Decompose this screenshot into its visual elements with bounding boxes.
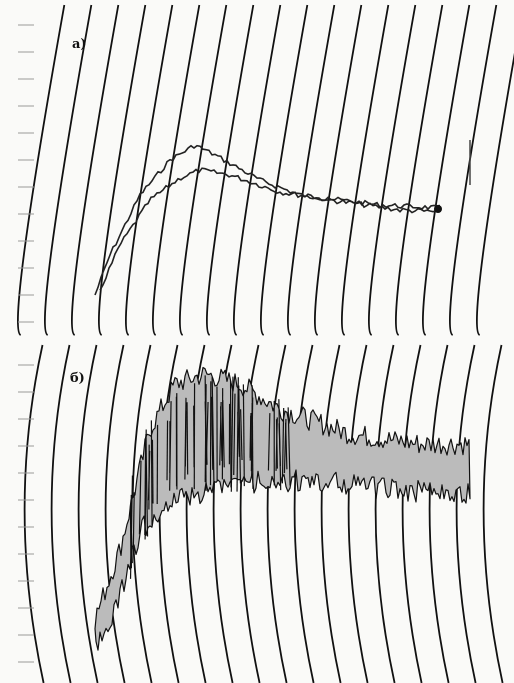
trace-spike <box>277 419 278 468</box>
trace-spike <box>167 421 168 481</box>
panel-label: б) <box>70 371 85 386</box>
page: a) б) (() => { const data = JSON.parse(d… <box>0 0 514 683</box>
figure: a) б) <box>0 0 514 683</box>
background <box>0 0 514 683</box>
trace-spike <box>187 402 188 474</box>
panel-label: a) <box>72 37 87 52</box>
trace-end <box>434 205 442 213</box>
trace-spike <box>250 413 251 461</box>
trace-spike <box>151 420 152 525</box>
trace-spike <box>152 440 153 504</box>
trace-spike <box>185 411 186 467</box>
